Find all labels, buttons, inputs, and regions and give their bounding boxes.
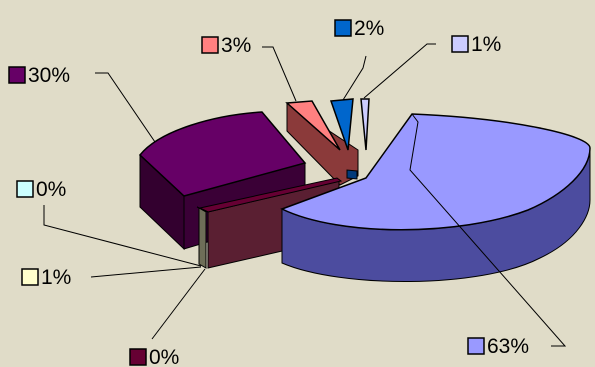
slice-2 (329, 98, 354, 151)
slice-30 (138, 111, 307, 197)
label-key-3 (201, 36, 219, 54)
label-key-30 (8, 66, 26, 84)
leader-63 (409, 113, 567, 347)
label-30: 30% (28, 64, 70, 87)
label-key-63 (467, 337, 485, 355)
slice-1-yellow-side (198, 207, 207, 269)
slice-3 (285, 100, 341, 151)
label-3: 3% (221, 34, 251, 57)
label-63: 63% (487, 335, 529, 358)
leader-1-lavender (363, 43, 436, 99)
label-0-cyan: 0% (36, 178, 66, 201)
label-key-1-yellow (21, 268, 39, 286)
label-1-lavender: 1% (471, 33, 501, 56)
label-key-2 (334, 19, 352, 37)
label-2: 2% (354, 17, 384, 40)
slice-1-yellow (196, 206, 209, 213)
leader-0-cyan (43, 205, 202, 267)
label-key-0-red (129, 348, 147, 366)
label-key-1-lavender (451, 35, 469, 53)
leader-2 (342, 55, 367, 101)
leader-3 (262, 46, 297, 102)
label-0-red: 0% (149, 346, 179, 367)
slice-2-side (346, 169, 358, 180)
label-key-0-cyan (16, 180, 34, 198)
leader-0-red (151, 268, 206, 340)
slice-1-lavender (360, 98, 370, 151)
label-1-yellow: 1% (41, 266, 71, 289)
leader-1-yellow (90, 266, 202, 278)
leader-30 (95, 72, 156, 143)
slice-63 (280, 113, 591, 231)
